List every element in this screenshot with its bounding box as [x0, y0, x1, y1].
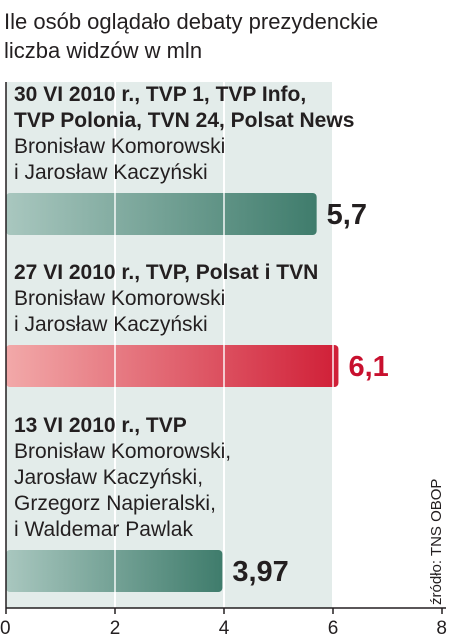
category-participants-line: i Waldemar Pawlak [14, 518, 193, 541]
category-participants-line: Bronisław Komorowski [14, 287, 225, 310]
category-heading-line: 27 VI 2010 r., TVP, Polsat i TVN [14, 261, 318, 284]
category-participants-line: Bronisław Komorowski [14, 135, 225, 158]
x-tick-label: 8 [436, 618, 447, 639]
x-tick-label: 6 [328, 618, 339, 639]
x-axis: 0 2 4 6 8 [0, 82, 447, 639]
category-participants-line: Jarosław Kaczyński, [14, 466, 203, 489]
category-heading-line: TVP Polonia, TVN 24, Polsat News [14, 109, 354, 132]
value-label-1: 5,7 [327, 199, 367, 231]
chart-subtitle: liczba widzów w mln [4, 38, 202, 63]
x-tick-label: 0 [0, 618, 11, 639]
category-participants-line: Bronisław Komorowski, [14, 440, 231, 463]
x-tick-label: 2 [110, 618, 121, 639]
chart-title: Ile osób oglądało debaty prezydenckie [4, 9, 378, 34]
category-participants-line: i Jarosław Kaczyński [14, 313, 208, 336]
bar-1 [6, 193, 317, 235]
value-label-2: 6,1 [348, 351, 388, 383]
bars-group [6, 193, 339, 592]
category-labels: 30 VI 2010 r., TVP 1, TVP Info, TVP Polon… [14, 83, 389, 588]
x-tick-label: 4 [219, 618, 230, 639]
category-heading-line: 13 VI 2010 r., TVP [14, 414, 187, 437]
category-heading-line: 30 VI 2010 r., TVP 1, TVP Info, [14, 83, 306, 106]
category-participants-line: Grzegorz Napieralski, [14, 492, 216, 515]
bar-2 [6, 345, 339, 387]
value-label-3: 3,97 [232, 556, 288, 588]
category-participants-line: i Jarosław Kaczyński [14, 161, 208, 184]
source-note: źródło: TNS OBOP [428, 479, 445, 605]
